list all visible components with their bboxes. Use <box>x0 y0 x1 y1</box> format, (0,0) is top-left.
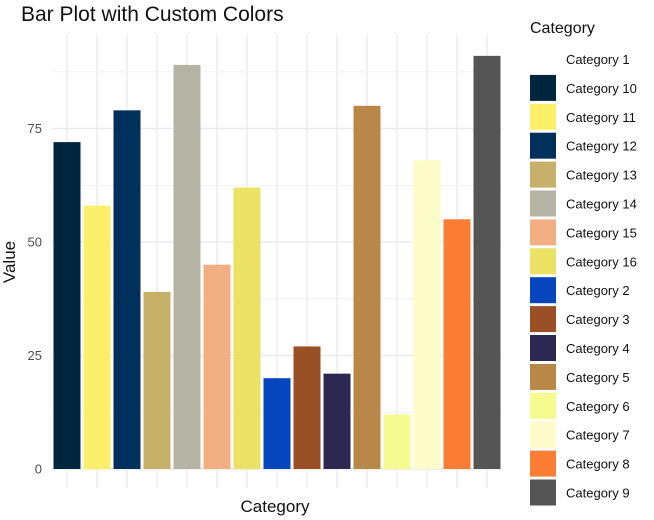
bars <box>53 55 501 470</box>
chart-title: Bar Plot with Custom Colors <box>21 3 284 26</box>
legend-label: Category 13 <box>566 168 637 183</box>
y-axis-label: Value <box>0 241 19 283</box>
bar-category-2 <box>263 378 291 469</box>
bar-category-14 <box>173 64 201 469</box>
y-tick-label: 75 <box>28 121 42 136</box>
legend-key <box>530 248 556 275</box>
y-axis-ticks: 0 25 50 75 <box>28 121 42 477</box>
x-axis-label: Category <box>241 497 310 516</box>
legend-label: Category 5 <box>566 370 630 385</box>
legend-label: Category 16 <box>566 254 637 269</box>
legend-label: Category 12 <box>566 139 637 154</box>
legend-key <box>530 363 556 390</box>
bar-category-11 <box>83 205 111 469</box>
bar-category-3 <box>293 346 321 469</box>
bar-category-9 <box>473 55 501 470</box>
bar-category-10 <box>53 142 81 469</box>
legend-title: Category <box>530 20 595 37</box>
legend-label: Category 14 <box>566 197 637 212</box>
bar-category-4 <box>323 373 351 469</box>
legend-label: Category 8 <box>566 457 630 472</box>
legend-label: Category 6 <box>566 399 630 414</box>
bar-category-8 <box>443 219 471 469</box>
legend-key <box>530 479 556 506</box>
y-tick-label: 25 <box>28 348 42 363</box>
legend-key <box>530 335 556 361</box>
legend-key <box>530 392 556 419</box>
legend-label: Category 4 <box>566 341 630 356</box>
legend-key <box>530 277 556 304</box>
legend-label: Category 9 <box>566 486 630 501</box>
legend-key <box>530 306 556 333</box>
legend-label: Category 7 <box>566 428 630 443</box>
legend-key <box>530 74 556 101</box>
legend-key <box>530 46 556 72</box>
legend-label: Category 10 <box>566 81 637 96</box>
bar-category-13 <box>143 291 171 469</box>
legend-key <box>530 190 556 217</box>
bar-category-15 <box>203 264 231 469</box>
legend-key <box>530 161 556 188</box>
bar-category-12 <box>113 110 141 469</box>
legend-label: Category 1 <box>566 52 630 67</box>
bar-category-6 <box>383 414 411 469</box>
legend-label: Category 15 <box>566 225 637 240</box>
legend-label: Category 11 <box>566 110 636 125</box>
bar-category-7 <box>413 160 441 469</box>
y-tick-label: 50 <box>28 235 42 250</box>
legend-key <box>530 421 556 448</box>
bar-category-16 <box>233 187 261 469</box>
legend-key <box>530 103 556 130</box>
legend-label: Category 2 <box>566 283 630 298</box>
legend: Category 1 Category 10 Category 11 Category… <box>530 46 637 506</box>
legend-key <box>530 450 556 477</box>
y-tick-label: 0 <box>35 462 42 477</box>
legend-key <box>530 219 556 246</box>
legend-label: Category 3 <box>566 312 630 327</box>
legend-key <box>530 132 556 159</box>
bar-category-5 <box>353 105 381 470</box>
